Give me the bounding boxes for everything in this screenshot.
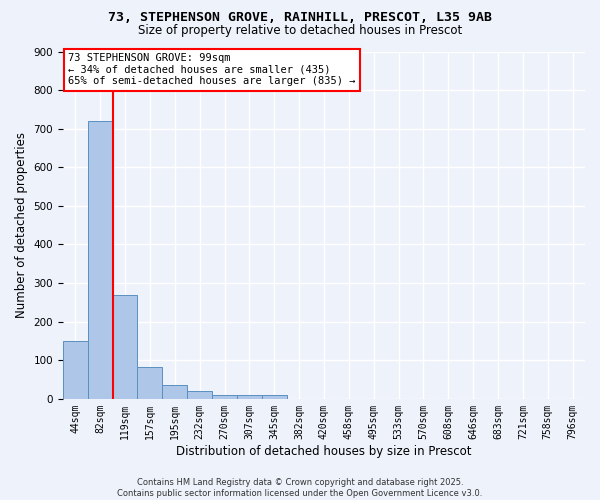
Text: 73, STEPHENSON GROVE, RAINHILL, PRESCOT, L35 9AB: 73, STEPHENSON GROVE, RAINHILL, PRESCOT,… <box>108 11 492 24</box>
Bar <box>237 395 262 399</box>
Bar <box>137 367 163 399</box>
Bar <box>262 395 287 399</box>
Bar <box>88 121 113 399</box>
Text: 73 STEPHENSON GROVE: 99sqm
← 34% of detached houses are smaller (435)
65% of sem: 73 STEPHENSON GROVE: 99sqm ← 34% of deta… <box>68 53 356 86</box>
Text: Size of property relative to detached houses in Prescot: Size of property relative to detached ho… <box>138 24 462 37</box>
Bar <box>212 395 237 399</box>
Y-axis label: Number of detached properties: Number of detached properties <box>15 132 28 318</box>
Text: Contains HM Land Registry data © Crown copyright and database right 2025.
Contai: Contains HM Land Registry data © Crown c… <box>118 478 482 498</box>
Bar <box>163 386 187 399</box>
Bar <box>113 294 137 399</box>
Bar <box>187 391 212 399</box>
Bar <box>63 341 88 399</box>
X-axis label: Distribution of detached houses by size in Prescot: Distribution of detached houses by size … <box>176 444 472 458</box>
